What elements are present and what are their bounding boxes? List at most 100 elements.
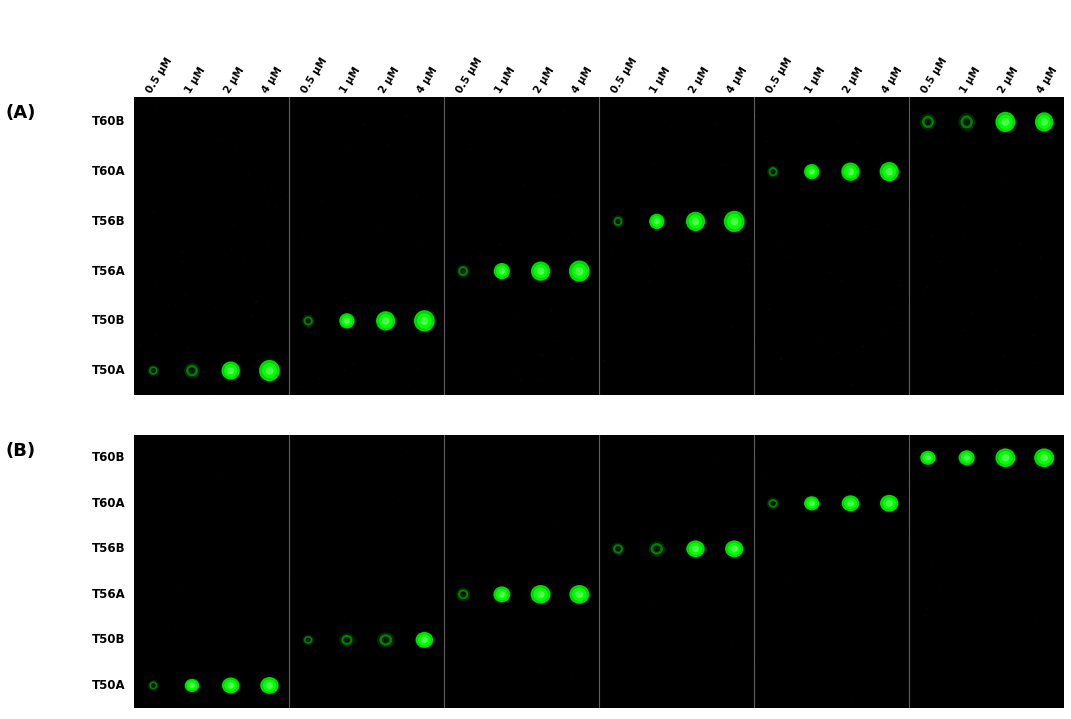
Point — [1047, 536, 1065, 547]
Point — [640, 265, 658, 276]
Point — [996, 180, 1013, 192]
Ellipse shape — [266, 367, 273, 374]
Point — [850, 97, 868, 109]
Ellipse shape — [654, 546, 660, 551]
Ellipse shape — [150, 367, 157, 374]
Point — [591, 115, 608, 127]
Point — [965, 307, 982, 319]
Point — [406, 386, 423, 398]
Point — [470, 572, 487, 583]
Point — [591, 451, 608, 462]
Point — [995, 666, 1012, 677]
Point — [278, 626, 296, 638]
Ellipse shape — [570, 261, 589, 281]
Point — [775, 452, 793, 463]
Ellipse shape — [223, 678, 239, 692]
Point — [226, 219, 243, 230]
Point — [472, 248, 489, 260]
Point — [345, 358, 362, 370]
Point — [871, 529, 888, 541]
Point — [1020, 257, 1037, 269]
Point — [711, 578, 728, 590]
Point — [432, 637, 449, 649]
Point — [413, 472, 431, 483]
Point — [166, 566, 183, 577]
Point — [848, 170, 865, 181]
Point — [985, 603, 1002, 614]
Point — [342, 473, 359, 485]
Point — [240, 524, 257, 536]
Point — [801, 156, 818, 168]
Point — [981, 196, 998, 208]
Ellipse shape — [342, 635, 352, 645]
Ellipse shape — [220, 360, 241, 381]
Point — [896, 432, 914, 444]
Text: 4 μM: 4 μM — [1036, 65, 1059, 95]
Point — [644, 597, 661, 609]
Ellipse shape — [806, 167, 816, 177]
Point — [843, 379, 860, 390]
Point — [595, 671, 613, 682]
Point — [338, 484, 356, 495]
Point — [166, 241, 183, 252]
Ellipse shape — [262, 364, 276, 377]
Point — [259, 199, 276, 211]
Point — [369, 548, 387, 559]
Ellipse shape — [614, 544, 623, 554]
Ellipse shape — [996, 112, 1014, 132]
Point — [217, 211, 235, 223]
Point — [595, 355, 613, 367]
Point — [741, 583, 758, 595]
Ellipse shape — [223, 678, 239, 692]
Point — [672, 484, 689, 495]
Point — [547, 336, 564, 347]
Ellipse shape — [769, 168, 776, 175]
Point — [866, 551, 884, 562]
Point — [533, 349, 550, 361]
Point — [675, 692, 692, 703]
Ellipse shape — [842, 163, 859, 180]
Point — [1032, 576, 1050, 587]
Ellipse shape — [225, 365, 237, 377]
Ellipse shape — [421, 317, 427, 324]
Point — [995, 349, 1012, 361]
Point — [685, 595, 703, 607]
Point — [836, 364, 854, 375]
Point — [894, 301, 911, 313]
Ellipse shape — [654, 219, 660, 224]
Point — [1011, 238, 1028, 249]
Point — [993, 700, 1010, 711]
Point — [338, 151, 356, 162]
Point — [1020, 582, 1037, 593]
Point — [568, 504, 585, 516]
Point — [956, 643, 974, 654]
Point — [160, 620, 177, 631]
Point — [738, 253, 755, 265]
Point — [278, 307, 296, 319]
Point — [145, 229, 162, 240]
Text: 0.5 μM: 0.5 μM — [145, 55, 175, 95]
Point — [284, 113, 301, 124]
Ellipse shape — [306, 319, 311, 323]
Point — [1032, 252, 1050, 263]
Ellipse shape — [458, 590, 468, 599]
Ellipse shape — [964, 119, 969, 125]
Text: 2 μM: 2 μM — [222, 65, 246, 95]
Point — [821, 267, 839, 278]
Ellipse shape — [457, 265, 469, 277]
Ellipse shape — [534, 588, 547, 600]
Point — [203, 701, 221, 713]
Ellipse shape — [730, 218, 738, 225]
Ellipse shape — [257, 358, 282, 383]
Point — [849, 471, 866, 482]
Point — [1016, 352, 1034, 364]
Point — [312, 534, 329, 546]
Ellipse shape — [652, 216, 662, 226]
Point — [562, 667, 579, 678]
Ellipse shape — [650, 543, 663, 554]
Ellipse shape — [263, 680, 275, 691]
Point — [226, 362, 243, 374]
Text: T60A: T60A — [92, 497, 125, 510]
Point — [640, 277, 658, 288]
Point — [981, 525, 998, 536]
